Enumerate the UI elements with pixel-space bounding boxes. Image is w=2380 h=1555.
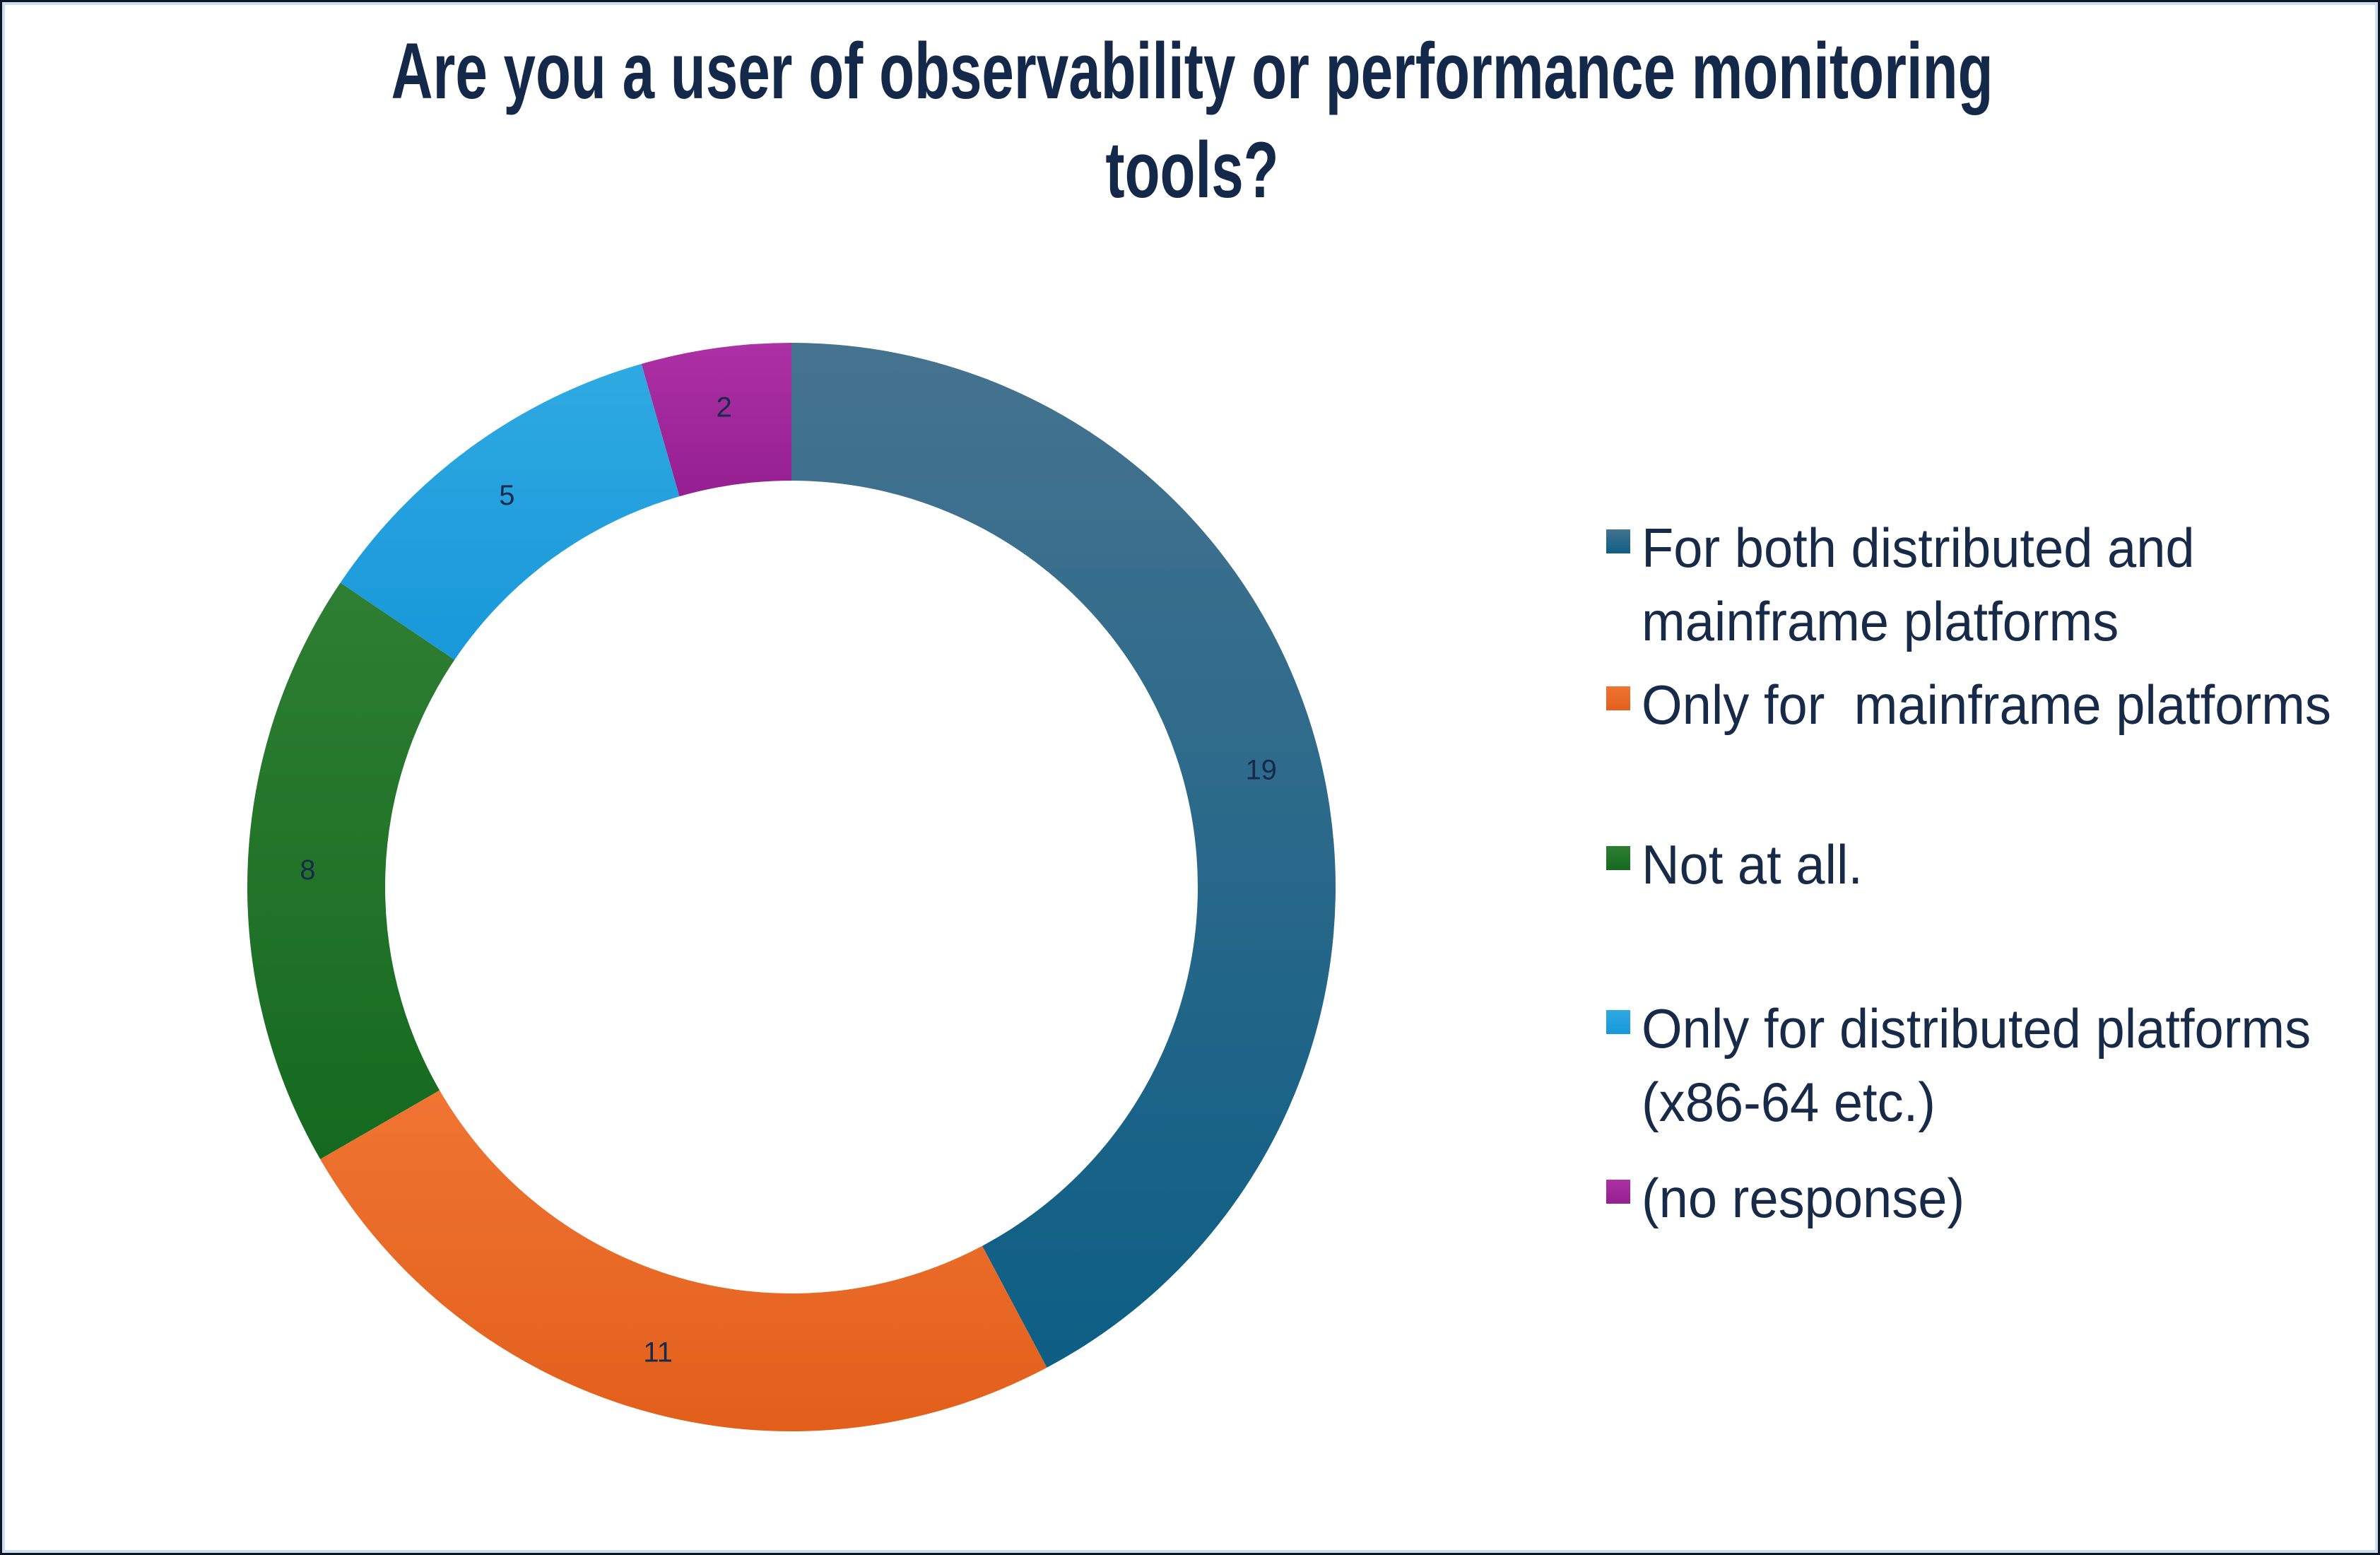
chart-title-line-1: Are you a user of observability or perfo…: [391, 27, 1993, 115]
legend-label-for-both-distributed-and-mainframe-platforms: For both distributed and mainframe platfo…: [1642, 511, 2378, 658]
chart-title-line-2: tools?: [1105, 126, 1279, 214]
legend-label-only-for-distributed-platforms-x86-64-etc: Only for distributed platforms (x86-64 et…: [1642, 992, 2378, 1139]
slice-for-both-distributed-and-mainframe-platforms: [791, 343, 1336, 1368]
legend-swatch-not-at-all: [1606, 846, 1630, 870]
slice-not-at-all: [247, 582, 455, 1159]
slice-value-not-at-all: 8: [300, 855, 315, 886]
legend-swatch-for-both-distributed-and-mainframe-platforms: [1606, 529, 1630, 553]
legend-label-line: (no response): [1642, 1167, 1965, 1229]
chart-title: Are you a user of observability or perfo…: [341, 22, 2044, 220]
legend-label-line: Not at all.: [1642, 833, 1863, 896]
slice-no-response: [641, 343, 791, 497]
legend-label-line: (x86-64 etc.): [1642, 1071, 1936, 1133]
slice-only-for-mainframe-platforms: [320, 1090, 1047, 1431]
slice-value-only-for-mainframe-platforms: 11: [643, 1337, 673, 1368]
legend-label-not-at-all: Not at all.: [1642, 828, 2378, 901]
legend-label-line: For both distributed and: [1642, 517, 2195, 579]
slice-only-for-distributed-platforms-x86-64-etc: [340, 363, 680, 660]
legend-label-line: Only for mainframe platforms: [1642, 674, 2331, 736]
legend-label-only-for-mainframe-platforms: Only for mainframe platforms: [1642, 668, 2378, 741]
legend-swatch-only-for-mainframe-platforms: [1606, 686, 1630, 710]
legend-swatch-no-response: [1606, 1180, 1630, 1204]
legend-label-line: mainframe platforms: [1642, 590, 2119, 652]
legend-swatch-only-for-distributed-platforms-x86-64-etc: [1606, 1010, 1630, 1034]
slice-value-no-response: 2: [717, 392, 732, 423]
slice-value-only-for-distributed-platforms-x86-64-etc: 5: [499, 480, 514, 511]
chart-legend: For both distributed and mainframe platfo…: [1606, 2, 2378, 1553]
legend-label-no-response: (no response): [1642, 1161, 2378, 1235]
legend-label-line: Only for distributed platforms: [1642, 997, 2311, 1060]
slice-value-for-both-distributed-and-mainframe-platforms: 19: [1245, 754, 1277, 785]
